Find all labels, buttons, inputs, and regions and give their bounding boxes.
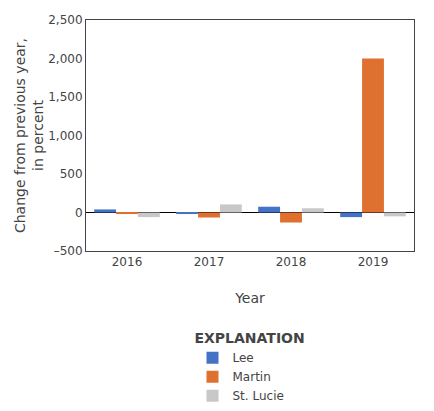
- svg-text:Lee: Lee: [233, 351, 254, 365]
- svg-text:500: 500: [60, 167, 83, 181]
- svg-text:Martin: Martin: [233, 370, 271, 384]
- svg-text:2017: 2017: [194, 255, 225, 269]
- svg-text:–500: –500: [54, 244, 83, 258]
- svg-text:1,000: 1,000: [48, 129, 82, 143]
- svg-text:EXPLANATION: EXPLANATION: [195, 330, 305, 346]
- svg-text:2019: 2019: [358, 255, 389, 269]
- svg-text:1,500: 1,500: [48, 90, 82, 104]
- svg-text:Change from previous year,in p: Change from previous year,in percent: [12, 38, 46, 233]
- svg-text:St. Lucie: St. Lucie: [233, 389, 284, 403]
- svg-text:2018: 2018: [276, 255, 307, 269]
- svg-text:2,500: 2,500: [48, 13, 82, 27]
- svg-text:2016: 2016: [112, 255, 143, 269]
- svg-text:Year: Year: [234, 290, 265, 306]
- svg-text:2,000: 2,000: [48, 52, 82, 66]
- svg-text:0: 0: [75, 206, 83, 220]
